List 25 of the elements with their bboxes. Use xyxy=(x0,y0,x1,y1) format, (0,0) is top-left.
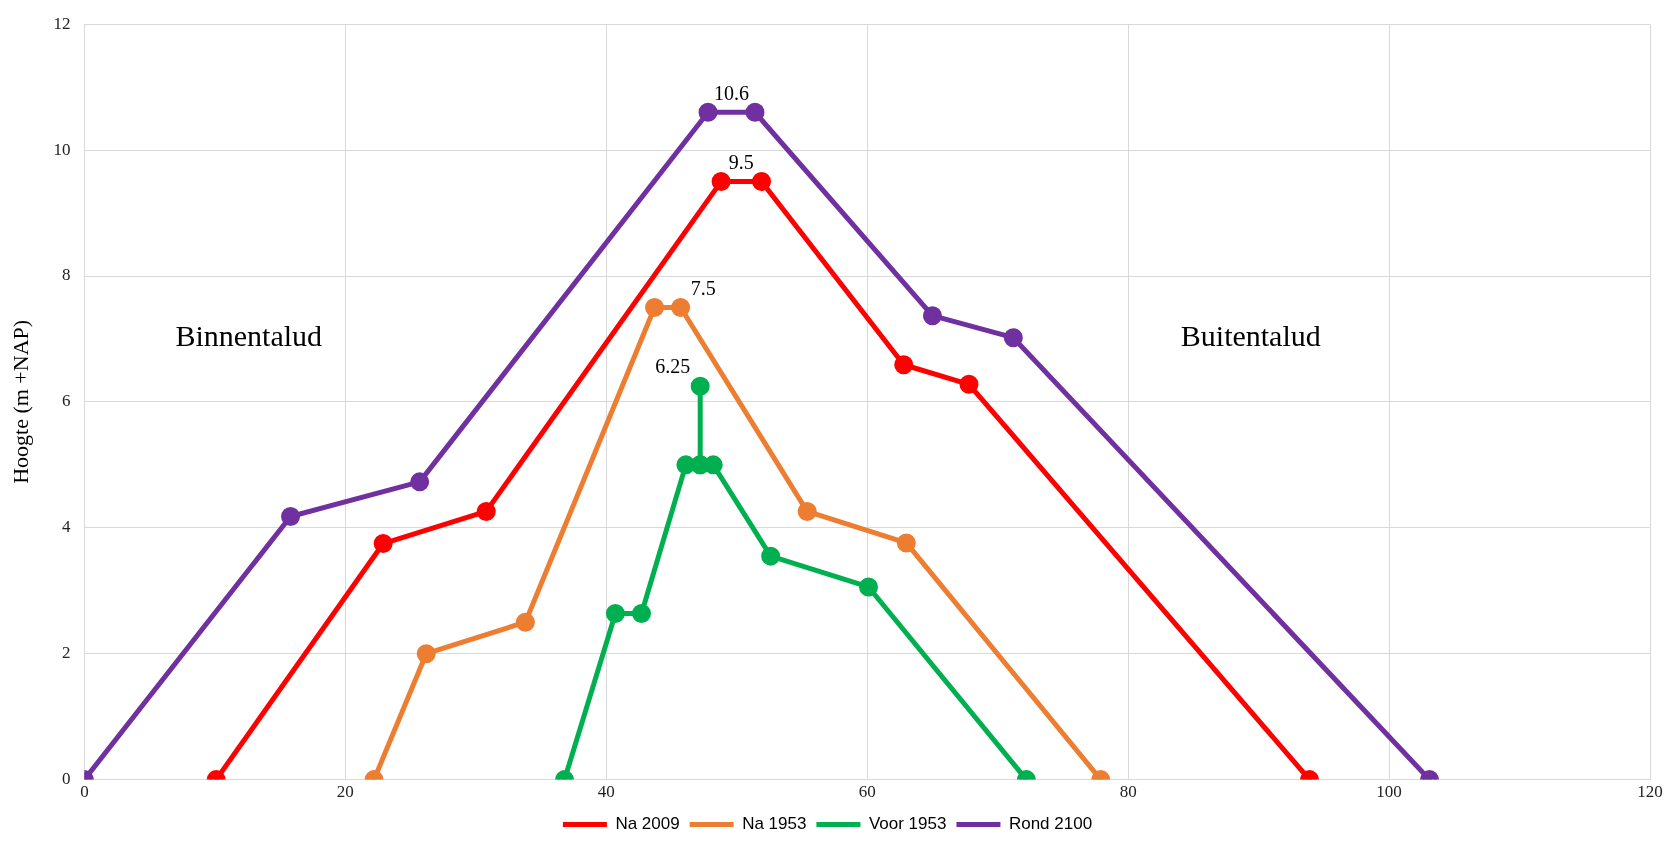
y-tick-label: 12 xyxy=(53,13,71,33)
x-tick-label: 0 xyxy=(80,782,89,802)
x-tick-label: 100 xyxy=(1376,782,1402,802)
annotation: 6.25 xyxy=(655,355,691,378)
legend-label: Na 2009 xyxy=(615,814,680,834)
annotation: 9.5 xyxy=(728,150,754,173)
annotation: 7.5 xyxy=(690,276,716,299)
x-tick-label: 20 xyxy=(336,782,354,802)
y-tick-label: 10 xyxy=(53,139,71,159)
x-tick-label: 60 xyxy=(858,782,876,802)
y-tick-label: 6 xyxy=(61,391,71,411)
x-tick-label: 80 xyxy=(1119,782,1137,802)
annotation: Buitentalud xyxy=(1180,318,1321,352)
legend-label: Na 1953 xyxy=(742,814,807,834)
y-tick-label: 4 xyxy=(61,517,71,537)
y-tick-label: 8 xyxy=(61,265,71,285)
annotation: 10.6 xyxy=(714,81,750,104)
annotation: Binnentalud xyxy=(175,318,323,352)
x-tick-label: 40 xyxy=(597,782,615,802)
y-tick-label: 2 xyxy=(61,643,71,663)
y-axis-title: Hoogte (m +NAP) xyxy=(7,319,33,484)
y-tick-label: 0 xyxy=(61,769,71,789)
legend-label: Voor 1953 xyxy=(868,814,947,834)
legend-label: Rond 2100 xyxy=(1008,814,1093,834)
x-tick-label: 120 xyxy=(1637,782,1663,802)
